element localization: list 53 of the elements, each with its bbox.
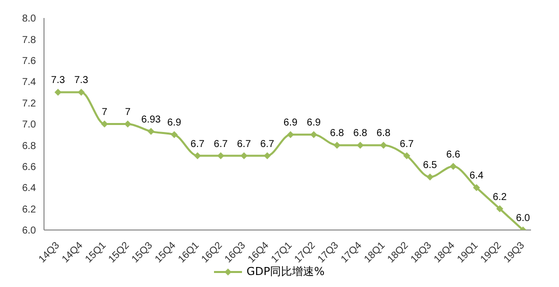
point <box>356 142 364 149</box>
y-tick-label: 6.2 <box>22 204 36 216</box>
y-tick-label: 6.8 <box>22 140 36 152</box>
data-label: 6.5 <box>423 160 438 171</box>
point <box>101 120 108 128</box>
data-label: 7 <box>102 107 108 118</box>
data-label: 7.3 <box>74 75 89 86</box>
data-label: 6.0 <box>516 213 530 224</box>
point <box>496 205 504 212</box>
y-tick-label: 8.0 <box>22 14 36 25</box>
y-tick-label: 7.4 <box>22 77 36 88</box>
data-label: 7 <box>124 107 131 118</box>
y-tick-label: 7.0 <box>22 120 36 131</box>
y-tick-label: 6.6 <box>22 162 36 173</box>
y-tick-label: 7.8 <box>22 34 36 46</box>
point <box>287 131 294 138</box>
point <box>217 152 224 160</box>
data-label: 6.8 <box>330 128 344 140</box>
point <box>240 152 248 160</box>
y-tick-label: 7.6 <box>22 56 36 67</box>
data-label: 6.8 <box>353 128 368 140</box>
data-label: 6.9 <box>306 118 322 129</box>
data-label: 6.9 <box>167 118 182 129</box>
point <box>334 142 340 149</box>
data-label: 6.9 <box>284 118 298 129</box>
data-label: 6.7 <box>237 138 252 150</box>
point <box>194 152 201 160</box>
point <box>450 162 457 170</box>
data-label: 6.7 <box>190 138 205 150</box>
legend-label: GDP同比增速% <box>246 264 325 279</box>
point <box>403 152 410 160</box>
data-label: 6.4 <box>470 170 484 182</box>
data-label: 6.7 <box>260 138 275 150</box>
data-label: 6.2 <box>492 192 508 203</box>
data-label: 6.7 <box>214 138 228 150</box>
point <box>148 128 154 135</box>
data-label: 7.3 <box>51 75 66 86</box>
data-label: 6.7 <box>400 138 414 150</box>
point <box>78 88 85 96</box>
point <box>426 174 434 180</box>
point <box>310 131 318 138</box>
point <box>170 131 178 138</box>
y-tick-label: 6.0 <box>22 226 36 237</box>
data-label: 6.93 <box>141 114 162 126</box>
point <box>54 88 62 96</box>
point <box>380 142 387 149</box>
y-tick-label: 6.4 <box>22 183 36 194</box>
point <box>264 152 271 160</box>
data-label: 6.6 <box>446 149 461 160</box>
point <box>124 120 132 128</box>
y-tick-label: 7.2 <box>22 98 36 110</box>
data-label: 6.8 <box>376 128 391 140</box>
point <box>473 184 480 192</box>
